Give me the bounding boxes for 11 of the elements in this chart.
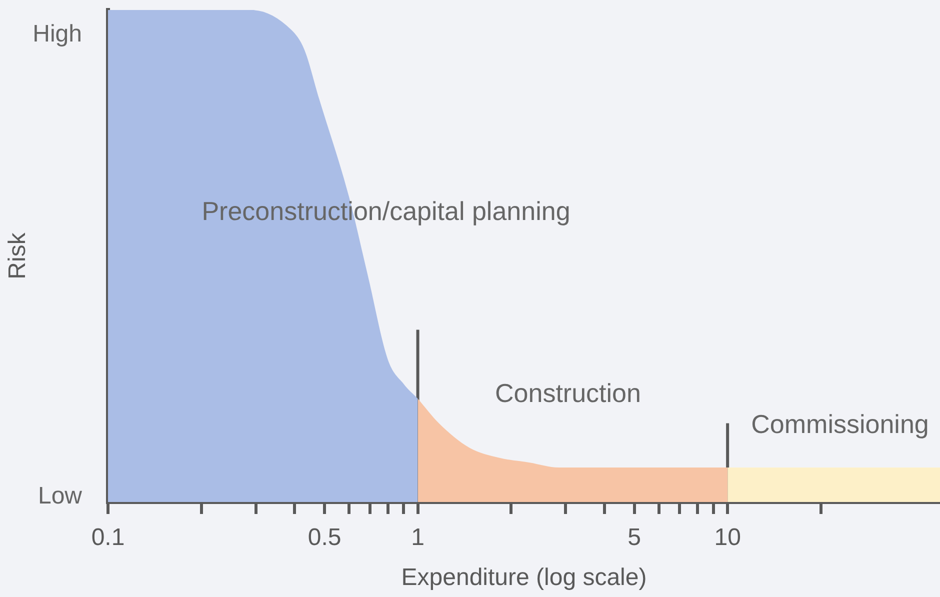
y-axis-title: Risk (4, 232, 32, 280)
annotation: Commissioning (751, 409, 929, 440)
x-tick-label: 0.1 (91, 524, 125, 552)
x-tick-label: 5 (628, 524, 641, 552)
x-tick-label: 1 (411, 524, 424, 552)
annotation: Construction (495, 378, 641, 408)
x-tick-label: 0.5 (308, 524, 342, 552)
text: High (32, 20, 82, 48)
x-tick-label: 10 (714, 524, 741, 552)
x-axis-title: Expenditure (log scale) (401, 564, 647, 592)
text: Low (38, 482, 83, 510)
